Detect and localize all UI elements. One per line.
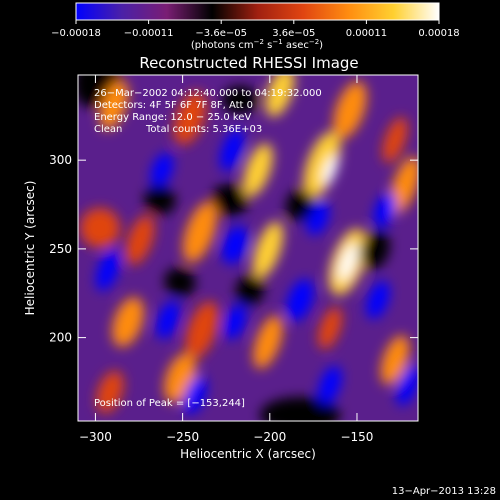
intensity-blob [318, 365, 342, 405]
annotation-total-counts: Total counts: 5.36E+03 [145, 124, 262, 135]
intensity-blob [366, 280, 390, 320]
intensity-blob [96, 370, 124, 414]
x-tick-label: −250 [166, 430, 199, 444]
intensity-blob [317, 307, 343, 349]
intensity-blob [243, 143, 273, 197]
y-tick-label: 200 [49, 331, 72, 345]
intensity-blob [333, 81, 367, 139]
annotation-energy-range: Energy Range: 12.0 − 25.0 keV [94, 112, 251, 123]
intensity-blob [223, 304, 247, 340]
colorbar-gradient [75, 2, 440, 21]
intensity-blob [95, 249, 121, 291]
x-axis-label: Heliocentric X (arcsec) [180, 447, 316, 461]
intensity-blob [156, 300, 180, 340]
intensity-blob [265, 75, 295, 117]
intensity-blob [373, 192, 397, 228]
annotation-detectors: Detectors: 4F 5F 6F 7F 8F, Att 0 [94, 100, 253, 111]
intensity-blob [164, 267, 196, 297]
plot-frame [77, 74, 419, 422]
colorbar-tick-label: 3.6e−05 [272, 28, 315, 39]
intensity-blob [253, 315, 283, 369]
intensity-blob [221, 225, 249, 265]
intensity-blob [219, 129, 245, 171]
intensity-blob [112, 297, 144, 347]
y-axis: 200 250 300 [49, 153, 418, 345]
intensity-blob [99, 80, 129, 130]
intensity-blob [80, 208, 120, 248]
intensity-blob [382, 117, 408, 163]
chart-title: Reconstructed RHESSI Image [139, 54, 358, 72]
colorbar-tick-label: −0.00018 [51, 28, 101, 39]
intensity-blob [260, 397, 340, 421]
intensity-blob [125, 215, 155, 265]
intensity-blob [183, 375, 207, 415]
colorbar-tick-label: −3.6e−05 [195, 28, 247, 39]
x-tick-label: −150 [340, 430, 373, 444]
y-tick-label: 250 [49, 242, 72, 256]
colorbar-tick-label: −0.00011 [124, 28, 174, 39]
intensity-blob [389, 156, 418, 214]
intensity-blob [182, 201, 218, 263]
intensity-blob [173, 91, 207, 145]
intensity-blob [303, 131, 341, 199]
intensity-blob [222, 86, 258, 114]
peak-position-label: Position of Peak = [−153,244] [94, 398, 245, 409]
intensity-blob [212, 183, 248, 217]
timestamp: 13−Apr−2013 13:28 [392, 486, 496, 497]
y-axis-label: Heliocentric Y (arcsec) [23, 181, 37, 316]
intensity-blob [150, 152, 174, 188]
intensity-blob [380, 335, 410, 385]
colorbar-unit-label: (photons cm−2 s−1 asec−2) [191, 38, 323, 51]
annotation-time-range: 26−Mar−2002 04:12:40.000 to 04:19:32.000 [94, 88, 322, 99]
intensity-blob [396, 364, 418, 406]
intensity-blob [185, 301, 219, 359]
intensity-blob [144, 185, 176, 215]
x-axis: −300 −250 −200 −150 [79, 75, 373, 444]
y-tick-label: 300 [49, 153, 72, 167]
colorbar-tick-label: 0.00018 [418, 28, 459, 39]
x-tick-label: −200 [253, 430, 286, 444]
intensity-blob [235, 274, 265, 306]
intensity-blob [338, 243, 358, 281]
intensity-blob [322, 154, 338, 186]
intensity-blob [360, 230, 390, 270]
intensity-blob [285, 189, 315, 221]
annotation-clean: Clean [94, 124, 122, 135]
annotation-block: 26−Mar−2002 04:12:40.000 to 04:19:32.000… [94, 88, 322, 409]
intensity-blob [252, 221, 284, 279]
colorbar-tick-label: 0.00011 [346, 28, 387, 39]
heatmap-image [78, 75, 418, 421]
intensity-blob [286, 278, 314, 322]
colorbar: −0.00018 −0.00011 −3.6e−05 3.6e−05 0.00011 0.… [51, 2, 460, 51]
x-tick-label: −300 [79, 430, 112, 444]
